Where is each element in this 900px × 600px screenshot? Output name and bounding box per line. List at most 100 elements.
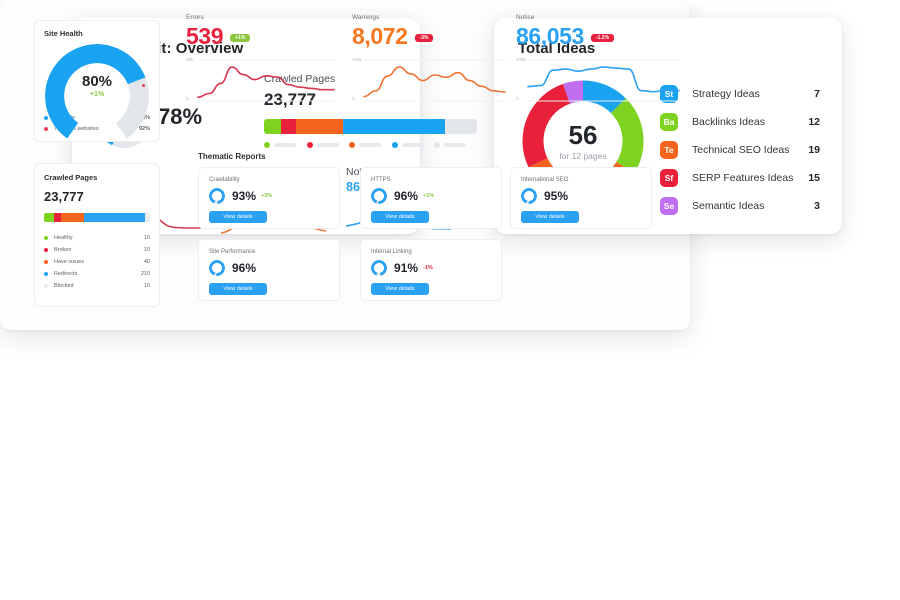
dash-site-health-delta: +1%: [89, 91, 105, 98]
legend-dot-icon: [44, 126, 48, 131]
legend-dot-icon: [44, 272, 48, 276]
thematic-card-delta: +3%: [261, 193, 273, 199]
stat-value: 539: [186, 23, 224, 49]
dash-site-health-arc: [45, 44, 149, 148]
total-ideas-subtitle: for 12 pages: [559, 150, 607, 161]
legend-value: 210: [140, 271, 150, 277]
legend-placeholder: [359, 143, 382, 147]
legend-dot-icon: [349, 142, 356, 148]
thematic-card-https[interactable]: HTTPS 96% +1% View details: [360, 167, 502, 229]
bar-legend-healthy: [264, 142, 307, 148]
total-ideas-title: Total Ideas: [518, 40, 596, 57]
idea-label: SERP Features Ideas: [692, 172, 794, 184]
stat-chart: 100k 0: [352, 57, 507, 109]
total-ideas-count: 56: [568, 119, 598, 150]
legend-dot-icon: [44, 260, 48, 264]
legend-value: 10: [143, 247, 150, 253]
view-details-button[interactable]: View details: [371, 283, 429, 295]
stat-chart: 400k 0: [516, 57, 681, 109]
stat-line-chart: [197, 59, 335, 102]
crawled-pages-bar: [264, 119, 477, 134]
thematic-card-name: Internal Linking: [371, 249, 412, 255]
dash-site-health-percent: 80%: [81, 73, 113, 90]
thematic-card-row: 91% -1%: [371, 260, 491, 276]
bar-legend-broken: [306, 142, 350, 148]
crawled-pages-label: Crawled Pages: [264, 73, 336, 85]
stat-label: Errors: [186, 14, 204, 21]
stat-header: 86,053 -1.2%: [516, 23, 681, 50]
crawled-legend-row: Healthy 10: [44, 232, 150, 244]
legend-value: 40: [143, 259, 150, 265]
crawled-legend-row: Have issues 40: [44, 256, 150, 268]
legend-label: Have issues: [54, 259, 84, 265]
thematic-reports-title: Thematic Reports: [198, 152, 266, 161]
view-details-button[interactable]: View details: [521, 211, 579, 223]
donut-center: 56 for 12 pages: [518, 76, 648, 206]
axis-label-bottom: 0: [352, 96, 355, 101]
thematic-card-row: 96%: [209, 260, 329, 276]
thematic-card-percent: 96%: [232, 261, 257, 275]
idea-legend-row[interactable]: Sf SERP Features Ideas 15: [660, 164, 820, 192]
stat-delta-badge: -3%: [414, 34, 434, 42]
legend-placeholder: [274, 143, 296, 147]
dashboard-stat-errors: Errors 539 +1% 30k 0: [186, 14, 336, 109]
thematic-card-percent: 93%: [232, 189, 257, 203]
thematic-card-row: 96% +1%: [371, 188, 491, 204]
axis-label-bottom: 0: [516, 96, 519, 101]
progress-ring-icon: [209, 188, 225, 204]
thematic-card-delta: +1%: [423, 193, 435, 199]
legend-dot-icon: [44, 115, 48, 120]
bar-legend-have-issues: [349, 142, 392, 148]
idea-badge-icon: Se: [660, 197, 678, 215]
dashboard-stat-notice: Notice 86,053 -1.2% 400k 0: [516, 14, 681, 109]
crawled-legend-row: Redirects 210: [44, 268, 150, 280]
thematic-card-row: 95%: [521, 188, 641, 204]
dash-crawled-legend: Healthy 10 Broken 10 Have issues 40 Redirects 2…: [44, 232, 150, 292]
donut-segment-sf: [522, 83, 571, 168]
crawled-pages-value: 23,777: [264, 90, 316, 109]
legend-dot-icon: [44, 248, 48, 252]
idea-count: 3: [814, 200, 820, 212]
idea-count: 7: [814, 88, 820, 100]
legend-placeholder: [316, 143, 339, 147]
legend-label: Healthy: [54, 235, 73, 241]
view-details-button[interactable]: View details: [371, 211, 429, 223]
dash-site-health-title: Site Health: [44, 29, 83, 38]
stat-line-chart: [363, 59, 506, 102]
thematic-card-crawlability[interactable]: Crawlability 93% +3% View details: [198, 167, 340, 229]
crawled-legend-row: Blocked 10: [44, 280, 150, 292]
idea-legend-row[interactable]: Se Semantic Ideas 3: [660, 192, 820, 220]
progress-ring-icon: [371, 188, 387, 204]
idea-badge-icon: Sf: [660, 169, 678, 187]
thematic-card-internal-linking[interactable]: Internal Linking 91% -1% View details: [360, 239, 502, 301]
bar-segment-redirects: [342, 119, 446, 134]
legend-label: Redirects: [54, 271, 78, 277]
stat-line-chart: [527, 59, 680, 102]
idea-legend-row[interactable]: Ba Backlinks Ideas 12: [660, 108, 820, 136]
idea-badge-icon: Ba: [660, 113, 678, 131]
view-details-button[interactable]: View details: [209, 283, 267, 295]
stat-header: 539 +1%: [186, 23, 336, 50]
thematic-card-percent: 96%: [394, 189, 419, 203]
benchmark-marker-icon: [142, 84, 145, 87]
progress-ring-icon: [371, 260, 387, 276]
idea-legend-row[interactable]: St Strategy Ideas 7: [660, 80, 820, 108]
crawled-segment-broken: [53, 213, 61, 222]
legend-dot-icon: [264, 142, 270, 148]
progress-ring-icon: [521, 188, 537, 204]
thematic-card-percent: 91%: [394, 261, 419, 275]
legend-dot-icon: [434, 142, 441, 148]
legend-dot-icon: [391, 142, 398, 148]
idea-legend-row[interactable]: Te Technical SEO Ideas 19: [660, 136, 820, 164]
idea-count: 19: [808, 144, 820, 156]
axis-label-top: 100k: [352, 57, 362, 62]
legend-value: 10: [143, 283, 150, 289]
axis-label-top: 30k: [186, 57, 194, 62]
dash-crawled-value: 23,777: [44, 189, 84, 204]
idea-label: Semantic Ideas: [692, 200, 765, 212]
thematic-card-international-seo[interactable]: International SEO 95% View details: [510, 167, 652, 229]
view-details-button[interactable]: View details: [209, 211, 267, 223]
bar-legend-blocked: [434, 142, 477, 148]
thematic-card-site-performance[interactable]: Site Performance 96% View details: [198, 239, 340, 301]
idea-label: Technical SEO Ideas: [692, 144, 790, 156]
